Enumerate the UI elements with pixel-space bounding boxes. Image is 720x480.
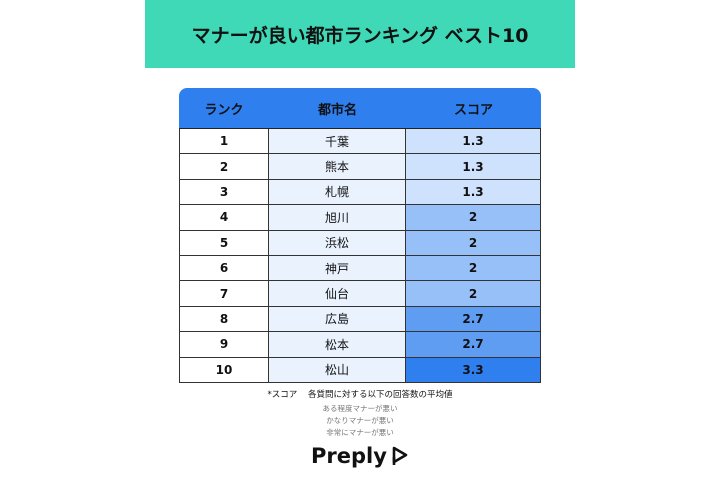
score-cell: 2 [406, 281, 541, 307]
city-cell: 千葉 [269, 129, 406, 155]
rank-cell: 3 [179, 179, 269, 206]
logo: Preply [0, 444, 720, 468]
header-row: ランク 都市名 スコア [179, 88, 541, 129]
score-cell: 2 [406, 205, 541, 231]
rank-cell: 10 [179, 357, 269, 383]
rank-cell: 9 [179, 332, 269, 358]
city-cell: 神戸 [269, 255, 406, 282]
score-cell: 2.7 [406, 306, 541, 333]
column-header: スコア [406, 88, 541, 129]
footnote-line: かなりマナーが悪い [326, 416, 394, 425]
table-row: 10 松山 3.3 [179, 357, 541, 383]
table-row: 3 札幌 1.3 [179, 179, 541, 206]
score-cell: 1.3 [406, 179, 541, 206]
footnote-main: *スコア 各質問に対する以下の回答数の平均値 [0, 388, 720, 400]
table-row: 6 神戸 2 [179, 255, 541, 282]
table-row: 7 仙台 2 [179, 281, 541, 307]
score-cell: 1.3 [406, 154, 541, 180]
table-row: 1 千葉 1.3 [179, 129, 541, 155]
logo-text: Preply [311, 444, 387, 468]
footnote-label: *スコア [267, 390, 298, 400]
rank-cell: 5 [179, 230, 269, 256]
logo-icon [392, 446, 408, 465]
score-cell: 2.7 [406, 332, 541, 358]
table-row: 4 旭川 2 [179, 205, 541, 231]
city-cell: 札幌 [269, 179, 406, 206]
rank-cell: 1 [179, 129, 269, 155]
ranking-table: ランク 都市名 スコア 1 千葉 1.3 2 熊本 1.3 3 札幌 1.3 4 旭川 2 5 浜松 2 6 神戸 2… [179, 88, 541, 383]
column-header: ランク [179, 88, 269, 129]
rank-cell: 6 [179, 255, 269, 282]
score-cell: 2 [406, 230, 541, 256]
title: マナーが良い都市ランキング ベスト10 [191, 24, 529, 47]
table-row: 8 広島 2.7 [179, 306, 541, 333]
city-cell: 旭川 [269, 205, 406, 231]
city-cell: 仙台 [269, 281, 406, 307]
score-cell: 3.3 [406, 357, 541, 383]
city-cell: 広島 [269, 306, 406, 333]
table-row: 5 浜松 2 [179, 230, 541, 256]
rank-cell: 8 [179, 306, 269, 333]
banner: マナーが良い都市ランキング ベスト10 [145, 0, 575, 68]
table-row: 9 松本 2.7 [179, 332, 541, 358]
footnote-line: ある程度マナーが悪い [322, 404, 398, 413]
table-row: 2 熊本 1.3 [179, 154, 541, 180]
city-cell: 熊本 [269, 154, 406, 180]
column-header: 都市名 [269, 88, 406, 129]
city-cell: 浜松 [269, 230, 406, 256]
rank-cell: 7 [179, 281, 269, 307]
rank-cell: 4 [179, 205, 269, 231]
rank-cell: 2 [179, 154, 269, 180]
footnote-line: 非常にマナーが悪い [326, 428, 394, 437]
score-cell: 1.3 [406, 129, 541, 155]
footnote-lines: ある程度マナーが悪い かなりマナーが悪い 非常にマナーが悪い [0, 403, 720, 439]
city-cell: 松山 [269, 357, 406, 383]
footnote-text: 各質問に対する以下の回答数の平均値 [308, 390, 453, 400]
city-cell: 松本 [269, 332, 406, 358]
score-cell: 2 [406, 255, 541, 282]
footnote: *スコア 各質問に対する以下の回答数の平均値 ある程度マナーが悪い かなりマナーが… [0, 388, 720, 439]
